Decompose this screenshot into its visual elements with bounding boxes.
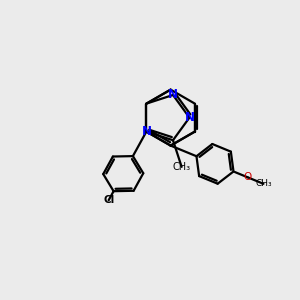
Text: CH₃: CH₃ <box>255 179 272 188</box>
Text: CH₃: CH₃ <box>172 162 191 172</box>
Text: O: O <box>244 172 252 182</box>
Text: N: N <box>141 125 152 138</box>
Text: N: N <box>184 111 194 124</box>
Text: Cl: Cl <box>103 195 114 205</box>
Text: N: N <box>168 88 178 101</box>
